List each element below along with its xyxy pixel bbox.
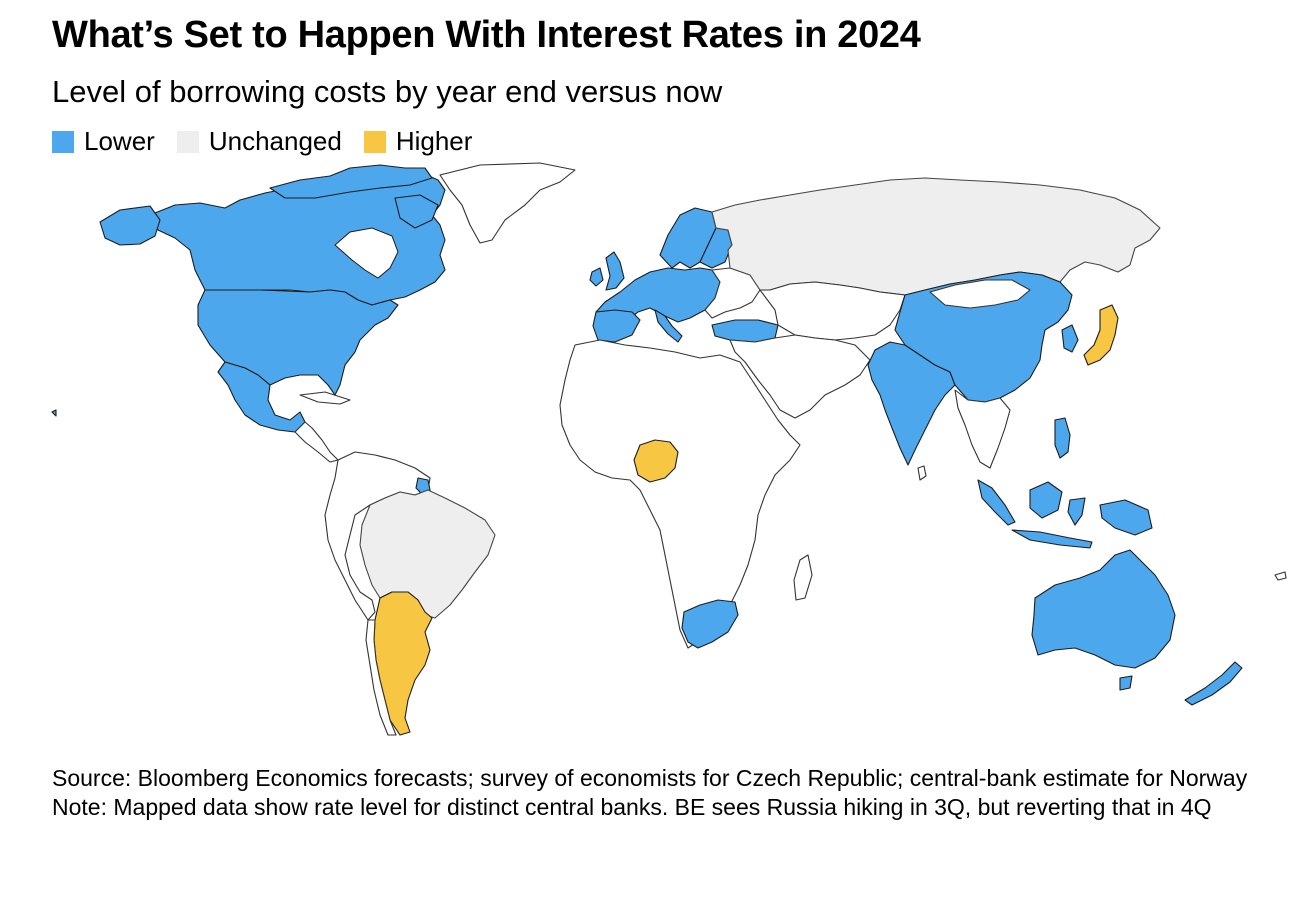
region-australia <box>1031 549 1176 669</box>
region-new-zealand <box>1184 661 1243 706</box>
legend: Lower Unchanged Higher <box>52 126 494 157</box>
region-hawaii <box>51 409 57 417</box>
region-sulawesi <box>1067 497 1086 526</box>
region-russia <box>711 177 1161 296</box>
region-korea <box>1061 324 1079 353</box>
region-pacific-islands <box>1274 571 1287 581</box>
source-note: Source: Bloomberg Economics forecasts; s… <box>52 765 1248 791</box>
region-middle-east <box>729 334 871 419</box>
region-alaska <box>99 205 161 246</box>
legend-item-unchanged: Unchanged <box>176 126 342 157</box>
region-borneo <box>1029 481 1063 519</box>
region-japan <box>1083 304 1119 366</box>
region-turkey <box>711 319 779 343</box>
legend-label-lower: Lower <box>84 126 155 156</box>
region-china <box>894 271 1073 403</box>
region-brazil <box>359 489 496 619</box>
legend-label-unchanged: Unchanged <box>208 126 342 156</box>
legend-item-higher: Higher <box>363 126 473 157</box>
region-arctic-islands <box>269 164 433 199</box>
region-united-kingdom <box>605 251 625 291</box>
region-sumatra <box>977 479 1016 526</box>
footnotes: Source: Bloomberg Economics forecasts; s… <box>52 764 1282 822</box>
region-italy <box>654 309 683 343</box>
region-java <box>1011 529 1093 549</box>
region-madagascar <box>793 554 813 601</box>
region-iberia <box>592 309 641 343</box>
region-sri-lanka <box>917 465 927 481</box>
world-map <box>51 162 1287 736</box>
region-central-america <box>294 421 339 463</box>
region-mongolia <box>929 279 1031 309</box>
region-central-asia <box>759 281 906 341</box>
region-papua <box>1099 499 1153 536</box>
region-tasmania <box>1119 675 1133 691</box>
region-south-america-north <box>324 451 431 621</box>
legend-swatch-unchanged <box>176 130 199 153</box>
region-chile <box>365 619 397 736</box>
region-greenland <box>439 162 576 244</box>
chart-title: What’s Set to Happen With Interest Rates… <box>52 14 921 56</box>
region-ireland <box>589 267 604 287</box>
legend-swatch-lower <box>52 130 74 153</box>
region-nigeria <box>633 439 679 483</box>
region-south-africa <box>681 599 739 649</box>
region-cuba <box>299 391 351 405</box>
region-southeast-asia <box>954 389 1011 469</box>
region-philippines <box>1054 417 1071 459</box>
region-baffin <box>394 194 439 229</box>
legend-swatch-higher <box>363 130 386 153</box>
methodology-note: Note: Mapped data show rate level for di… <box>52 794 1212 820</box>
chart-subtitle: Level of borrowing costs by year end ver… <box>52 74 723 109</box>
region-hudson-bay <box>334 227 399 279</box>
legend-label-higher: Higher <box>395 126 473 156</box>
legend-item-lower: Lower <box>52 126 155 157</box>
